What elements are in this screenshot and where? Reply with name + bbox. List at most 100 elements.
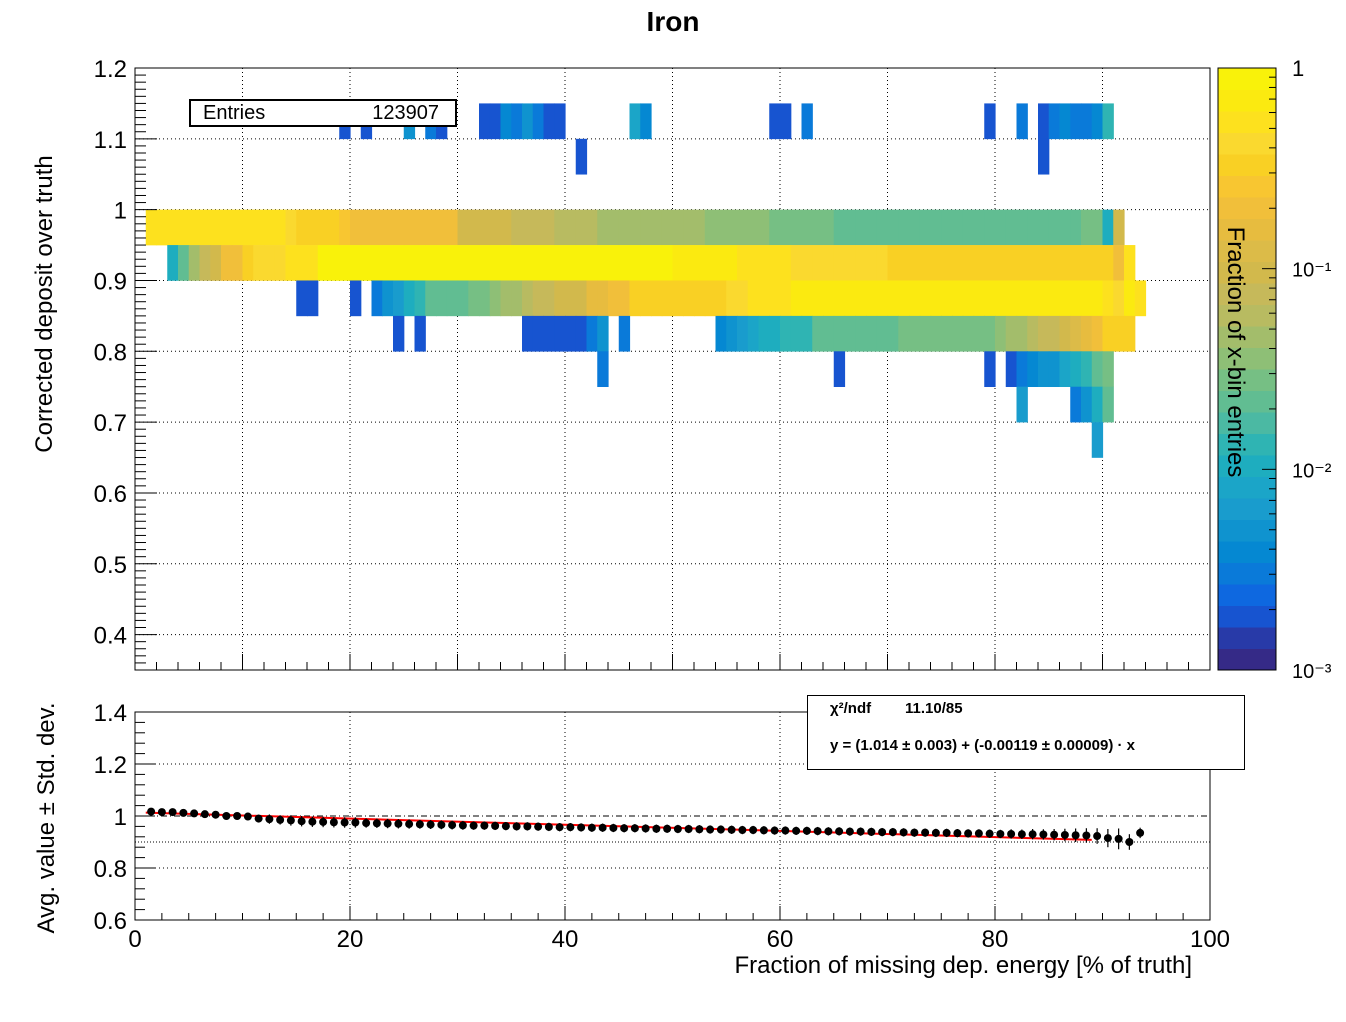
heatmap-cell — [178, 209, 190, 246]
heatmap-cell — [1016, 351, 1028, 388]
heatmap-cell — [1091, 245, 1104, 281]
heatmap-cell — [769, 103, 781, 140]
heatmap-cell — [221, 209, 233, 246]
data-point — [759, 826, 768, 835]
heatmap-cell — [264, 245, 276, 281]
data-point — [695, 825, 704, 834]
data-point — [985, 829, 994, 838]
data-point — [512, 822, 521, 831]
data-point — [1060, 830, 1069, 839]
heatmap-cell — [350, 209, 362, 246]
heatmap-cell — [672, 209, 684, 246]
heatmap-cell — [156, 209, 168, 246]
heatmap-cell — [586, 315, 598, 352]
heatmap-cell — [919, 315, 932, 352]
colorbar-segment — [1218, 347, 1276, 370]
heatmap-cell — [1059, 280, 1071, 317]
heatmap-cell — [758, 315, 770, 352]
heatmap-cell — [1081, 245, 1093, 281]
heatmap-cell — [855, 245, 867, 281]
data-point — [910, 828, 919, 837]
heatmap-cell — [984, 103, 996, 140]
heatmap-cell — [307, 280, 319, 317]
heatmap-cell — [661, 245, 674, 281]
heatmap-cell — [618, 209, 631, 246]
heatmap-cell — [780, 245, 792, 281]
heatmap-cell — [898, 315, 910, 352]
colorbar-segment — [1218, 326, 1276, 348]
heatmap-cell — [522, 209, 534, 246]
data-point — [641, 824, 650, 833]
heatmap-cell — [522, 315, 534, 352]
heatmap-cell — [855, 315, 867, 352]
bottom-y-axis-label: Avg. value ± Std. dev. — [33, 702, 60, 933]
data-point — [501, 822, 510, 831]
heatmap-cell — [1005, 209, 1018, 246]
data-point — [577, 823, 586, 832]
heatmap-cell — [543, 315, 555, 352]
heatmap-cell — [780, 209, 792, 246]
heatmap-cell — [350, 245, 362, 281]
stats-entries-label: Entries — [203, 102, 266, 124]
heatmap-cell — [833, 315, 846, 352]
heatmap-cell — [296, 209, 308, 246]
heatmap-cell — [575, 245, 588, 281]
heatmap-cell — [1016, 315, 1028, 352]
heatmap-cell — [758, 280, 770, 317]
heatmap-cell — [887, 280, 899, 317]
heatmap-cell — [500, 280, 512, 317]
data-point — [276, 815, 285, 824]
heatmap-cell — [715, 280, 727, 317]
heatmap-cell — [274, 209, 287, 246]
heatmap-cell — [683, 280, 695, 317]
heatmap-cell — [909, 315, 921, 352]
heatmap-cell — [1027, 209, 1039, 246]
heatmap-cell — [457, 245, 469, 281]
data-point — [1114, 834, 1123, 843]
heatmap-cell — [393, 245, 405, 281]
heatmap-cell — [554, 103, 566, 140]
heatmap-cell — [726, 209, 738, 246]
heatmap-cell — [285, 209, 297, 246]
colorbar-axis-label: Fraction of x-bin entries — [1222, 227, 1249, 478]
bottom-y-tick-label: 0.6 — [94, 908, 127, 935]
heatmap-cell — [898, 280, 910, 317]
stats-entries-value: 123907 — [372, 102, 439, 124]
heatmap-cell — [1091, 280, 1104, 317]
colorbar-segment — [1218, 218, 1276, 241]
heatmap-cell — [597, 315, 609, 352]
heatmap-cell — [1113, 315, 1125, 352]
heatmap-cell — [919, 245, 932, 281]
colorbar-segment — [1218, 519, 1276, 542]
heatmap-cell — [489, 209, 502, 246]
heatmap-cell — [1038, 280, 1050, 317]
heatmap-cell — [597, 209, 609, 246]
bottom-y-tick-label: 1.2 — [94, 752, 127, 779]
heatmap-cell — [780, 315, 792, 352]
heatmap-cell — [769, 209, 781, 246]
heatmap-cell — [973, 209, 985, 246]
heatmap-cell — [307, 209, 319, 246]
heatmap-cell — [995, 245, 1007, 281]
heatmap-cell — [833, 209, 846, 246]
heatmap-cell — [457, 280, 469, 317]
heatmap-cell — [823, 209, 835, 246]
heatmap-cell — [1124, 315, 1136, 352]
heatmap-cell — [973, 280, 985, 317]
heatmap-cell — [371, 209, 383, 246]
heatmap-cell — [780, 280, 792, 317]
colorbar-segment — [1218, 627, 1276, 649]
heatmap-cell — [575, 280, 588, 317]
data-point — [179, 808, 188, 817]
heatmap-cell — [1081, 315, 1093, 352]
heatmap-cell — [887, 209, 899, 246]
heatmap-cell — [629, 280, 641, 317]
heatmap-cell — [1113, 209, 1125, 246]
bottom-y-tick-label: 1 — [114, 804, 127, 831]
colorbar-tick-label: 10⁻³ — [1292, 661, 1332, 683]
colorbar-segment — [1218, 261, 1276, 284]
heatmap-cell — [414, 245, 426, 281]
heatmap-cell — [371, 280, 383, 317]
heatmap-cell — [1081, 351, 1093, 388]
top-y-tick-label: 0.9 — [94, 268, 127, 295]
